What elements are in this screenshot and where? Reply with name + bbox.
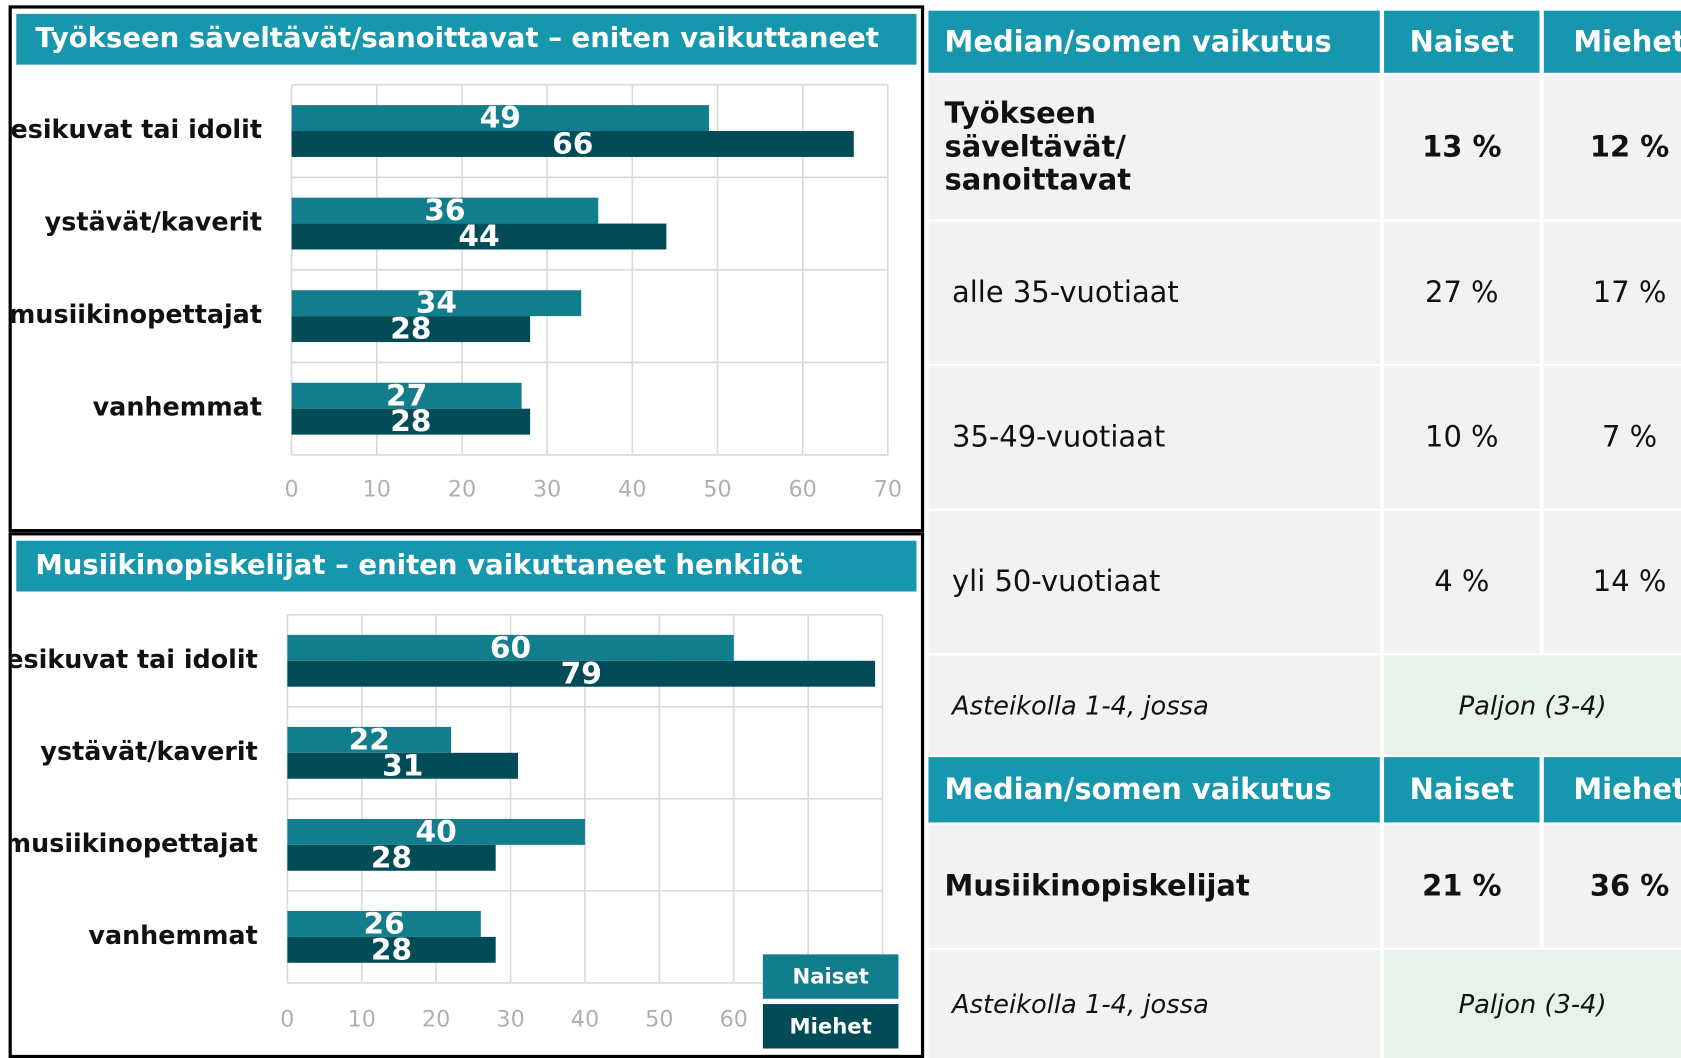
data-label: 22 [349, 721, 390, 756]
header-cell: Miehet [1543, 10, 1681, 73]
x-tick-label: 50 [703, 476, 731, 502]
table-cell: 35-49-vuotiaat [928, 366, 1380, 509]
table-cell: 12 % [1543, 74, 1681, 220]
table-cell: 36 % [1543, 824, 1681, 948]
chart-title: Työkseen säveltävät/sanoittavat – eniten… [35, 22, 879, 54]
data-label: 28 [371, 931, 412, 966]
category-label: esikuvat tai idolit [10, 114, 261, 144]
note-label: Asteikolla 1-4, jossa [928, 949, 1380, 1058]
x-tick-label: 0 [285, 476, 299, 502]
data-label: 34 [416, 285, 457, 320]
header-cell: Naiset [1384, 757, 1540, 823]
note-value: Paljon (3-4) [1384, 949, 1681, 1058]
table-cell: Musiikinopiskelijat [928, 824, 1380, 948]
bar [287, 910, 481, 937]
table-cell: 13 % [1384, 74, 1540, 220]
x-tick-label: 20 [448, 476, 476, 502]
bar [291, 105, 709, 132]
header-cell: Naiset [1384, 10, 1540, 73]
data-label: 28 [371, 839, 412, 874]
table-cell: 4 % [1384, 510, 1540, 654]
table-cell: Työkseen säveltävät/ sanoittavat [928, 74, 1380, 220]
bar [287, 844, 496, 871]
note-label: Asteikolla 1-4, jossa [928, 655, 1380, 755]
legend-label: Naiset [792, 964, 868, 989]
data-label: 40 [416, 813, 457, 848]
bar [291, 131, 854, 157]
bar [291, 290, 582, 317]
x-tick-label: 40 [618, 476, 646, 502]
category-label: vanhemmat [93, 392, 262, 422]
chart: Työkseen säveltävät/sanoittavat – eniten… [8, 5, 925, 533]
x-tick-label: 60 [720, 1006, 748, 1032]
data-label: 31 [382, 747, 423, 782]
table-cell: yli 50-vuotiaat [928, 510, 1380, 654]
title-bar [16, 13, 917, 65]
data-label: 49 [480, 100, 521, 135]
bar [291, 382, 522, 409]
bar [287, 634, 734, 661]
bar [291, 408, 531, 435]
x-tick-label: 40 [571, 1006, 599, 1032]
header-cell: Median/somen vaikutus [928, 10, 1380, 73]
legend-label: Miehet [790, 1013, 872, 1038]
data-label: 27 [386, 377, 427, 412]
x-tick-label: 30 [533, 476, 561, 502]
table-cell: 7 % [1543, 366, 1681, 509]
table-cell: 21 % [1384, 824, 1540, 948]
title-bar [16, 540, 917, 592]
data-label: 28 [390, 403, 431, 438]
header-cell: Median/somen vaikutus [928, 757, 1380, 823]
data-label: 66 [552, 126, 593, 161]
category-label: musiikinopettajat [9, 299, 262, 329]
x-tick-label: 10 [348, 1006, 376, 1032]
x-tick-label: 50 [645, 1006, 673, 1032]
table-cell: alle 35-vuotiaat [928, 221, 1380, 365]
x-tick-label: 10 [363, 476, 391, 502]
bar [287, 726, 452, 753]
note-value: Paljon (3-4) [1384, 655, 1681, 755]
table-cell: 17 % [1543, 221, 1681, 365]
chart-title: Musiikinopiskelijat – eniten vaikuttanee… [35, 549, 802, 581]
x-tick-label: 70 [874, 476, 902, 502]
bar [287, 936, 496, 963]
data-label: 60 [490, 629, 531, 664]
category-label: esikuvat tai idolit [9, 644, 258, 674]
legend-swatch [762, 954, 899, 999]
table-cell: 10 % [1384, 366, 1540, 509]
category-label: musiikinopettajat [9, 828, 258, 858]
data-label: 28 [390, 311, 431, 346]
data-label: 79 [561, 655, 602, 690]
legend-swatch [762, 1004, 899, 1049]
x-tick-label: 20 [422, 1006, 450, 1032]
bar [287, 752, 519, 779]
bar [287, 660, 876, 687]
bar [291, 316, 531, 343]
x-tick-label: 30 [496, 1006, 524, 1032]
header-cell: Miehet [1543, 757, 1681, 823]
data-label: 26 [363, 906, 404, 941]
table-cell: 27 % [1384, 221, 1540, 365]
category-label: vanhemmat [88, 920, 257, 950]
bar [287, 818, 585, 845]
bar [291, 223, 667, 250]
data-label: 36 [424, 192, 465, 227]
chart: Musiikinopiskelijat – eniten vaikuttanee… [8, 532, 925, 1058]
bar [291, 197, 599, 224]
data-label: 44 [458, 218, 499, 253]
x-tick-label: 0 [280, 1006, 294, 1032]
category-label: ystävät/kaverit [45, 207, 262, 237]
category-label: ystävät/kaverit [40, 736, 257, 766]
table-cell: 14 % [1543, 510, 1681, 654]
x-tick-label: 60 [789, 476, 817, 502]
